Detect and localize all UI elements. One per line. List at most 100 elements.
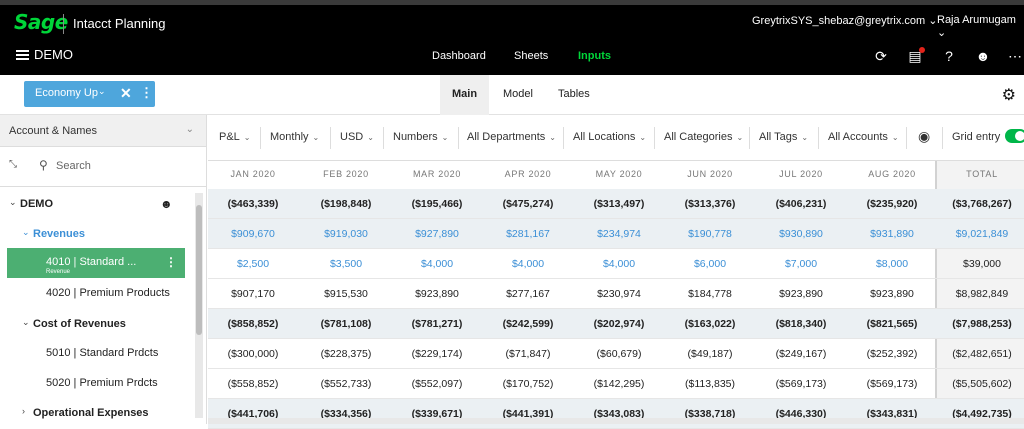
table-cell[interactable]: $4,000 bbox=[420, 258, 454, 270]
table-cell[interactable]: $8,000 bbox=[875, 258, 909, 270]
hamburger-menu-icon[interactable] bbox=[16, 50, 29, 60]
table-cell[interactable]: ($249,167) bbox=[775, 348, 827, 360]
table-cell[interactable]: ($821,565) bbox=[866, 318, 918, 330]
table-cell[interactable]: $4,000 bbox=[602, 258, 636, 270]
tree-item-5010[interactable]: 5010 | Standard Prdcts bbox=[0, 338, 193, 368]
nav-tab-inputs[interactable]: Inputs bbox=[578, 50, 611, 62]
table-cell[interactable]: ($242,599) bbox=[502, 318, 554, 330]
scenario-selector[interactable]: Economy Up ⌄ ✕ ⋮ bbox=[24, 81, 155, 107]
tab-tables[interactable]: Tables bbox=[558, 88, 590, 100]
chevron-right-icon[interactable]: › bbox=[22, 406, 25, 416]
filter-locations[interactable]: All Locations ⌄ bbox=[573, 131, 646, 143]
table-cell[interactable]: ($343,083) bbox=[593, 408, 645, 420]
table-cell[interactable]: ($195,466) bbox=[411, 198, 463, 210]
tree-item-cost-of-revenues[interactable]: ⌄ Cost of Revenues bbox=[0, 309, 193, 339]
table-cell[interactable]: $923,890 bbox=[779, 288, 823, 300]
grid-entry-toggle[interactable] bbox=[1005, 129, 1024, 143]
table-cell[interactable]: $907,170 bbox=[231, 288, 275, 300]
table-cell[interactable]: $7,000 bbox=[784, 258, 818, 270]
table-cell[interactable]: ($406,231) bbox=[775, 198, 827, 210]
table-cell[interactable]: ($338,718) bbox=[684, 408, 736, 420]
filter-report[interactable]: P&L ⌄ bbox=[219, 131, 251, 143]
table-cell[interactable]: ($235,920) bbox=[866, 198, 918, 210]
search-input[interactable]: Search bbox=[56, 160, 91, 172]
gear-icon[interactable]: ⚙ bbox=[1001, 87, 1016, 104]
table-cell[interactable]: ($441,391) bbox=[502, 408, 554, 420]
filter-period[interactable]: Monthly ⌄ bbox=[270, 131, 319, 143]
table-cell[interactable]: $2,500 bbox=[236, 258, 270, 270]
table-cell[interactable]: ($463,339) bbox=[227, 198, 279, 210]
expand-collapse-icon[interactable]: ⤡ bbox=[9, 159, 17, 170]
table-cell[interactable]: ($113,835) bbox=[684, 378, 735, 390]
sage-logo[interactable]: Sage bbox=[14, 10, 68, 34]
table-cell[interactable]: ($228,375) bbox=[320, 348, 372, 360]
filter-accounts[interactable]: All Accounts ⌄ bbox=[828, 131, 899, 143]
table-cell[interactable]: $919,030 bbox=[324, 228, 368, 240]
table-cell[interactable]: ($334,356) bbox=[320, 408, 372, 420]
table-cell[interactable]: $923,890 bbox=[415, 288, 459, 300]
filter-departments[interactable]: All Departments ⌄ bbox=[467, 131, 556, 143]
close-icon[interactable]: ✕ bbox=[120, 85, 132, 101]
help-icon[interactable]: ? bbox=[945, 48, 953, 64]
filter-categories[interactable]: All Categories ⌄ bbox=[664, 131, 743, 143]
tree-item-4020[interactable]: 4020 | Premium Products bbox=[0, 278, 193, 308]
table-cell[interactable]: ($446,330) bbox=[775, 408, 827, 420]
table-cell[interactable]: ($339,671) bbox=[411, 408, 463, 420]
table-cell[interactable]: $230,974 bbox=[597, 288, 641, 300]
table-cell[interactable]: ($558,852) bbox=[227, 378, 279, 390]
eye-icon[interactable]: ◉ bbox=[918, 128, 931, 144]
kebab-menu-icon[interactable]: ⋮ bbox=[165, 255, 177, 269]
table-cell[interactable]: $923,890 bbox=[870, 288, 914, 300]
table-cell[interactable]: $909,670 bbox=[231, 228, 275, 240]
table-cell[interactable]: $4,000 bbox=[511, 258, 545, 270]
tab-model[interactable]: Model bbox=[503, 88, 533, 100]
table-cell[interactable]: $3,500 bbox=[329, 258, 363, 270]
table-cell[interactable]: $915,530 bbox=[324, 288, 368, 300]
user-email-menu[interactable]: GreytrixSYS_shebaz@greytrix.com ⌄ bbox=[752, 15, 938, 27]
table-cell[interactable]: ($60,679) bbox=[596, 348, 642, 360]
nav-tab-sheets[interactable]: Sheets bbox=[514, 50, 549, 62]
table-cell[interactable]: ($49,187) bbox=[687, 348, 733, 360]
more-icon[interactable]: ⋯ bbox=[1008, 48, 1022, 64]
table-cell[interactable]: ($300,000) bbox=[227, 348, 279, 360]
users-icon[interactable]: ☻ bbox=[975, 48, 991, 64]
table-cell[interactable]: ($198,848) bbox=[320, 198, 372, 210]
table-cell[interactable]: ($552,733) bbox=[320, 378, 372, 390]
tree-item-operational-expenses[interactable]: › Operational Expenses bbox=[0, 398, 193, 428]
table-cell[interactable]: ($569,173) bbox=[866, 378, 918, 390]
table-cell[interactable]: ($313,497) bbox=[593, 198, 645, 210]
table-cell[interactable]: ($781,271) bbox=[411, 318, 463, 330]
kebab-menu-icon[interactable]: ⋮ bbox=[140, 85, 153, 100]
table-cell[interactable]: $931,890 bbox=[870, 228, 914, 240]
table-cell[interactable]: $281,167 bbox=[506, 228, 550, 240]
table-cell[interactable]: $6,000 bbox=[693, 258, 727, 270]
table-cell[interactable]: ($142,295) bbox=[593, 378, 645, 390]
table-cell[interactable]: ($569,173) bbox=[775, 378, 827, 390]
tab-main[interactable]: Main bbox=[440, 75, 490, 115]
tree-item-5020[interactable]: 5020 | Premium Prdcts bbox=[0, 368, 193, 398]
horizontal-scrollbar[interactable] bbox=[208, 418, 1024, 424]
table-cell[interactable]: ($163,022) bbox=[684, 318, 736, 330]
tree-item-demo[interactable]: ⌄ DEMO ☻ bbox=[0, 189, 193, 219]
table-cell[interactable]: $234,974 bbox=[597, 228, 641, 240]
table-cell[interactable]: $190,778 bbox=[688, 228, 732, 240]
chevron-down-icon[interactable]: ⌄ bbox=[9, 197, 17, 207]
filter-currency[interactable]: USD ⌄ bbox=[340, 131, 374, 143]
table-cell[interactable]: ($202,974) bbox=[593, 318, 645, 330]
table-cell[interactable]: ($313,376) bbox=[684, 198, 736, 210]
chevron-down-icon[interactable]: ⌄ bbox=[185, 124, 194, 135]
table-cell[interactable]: ($858,852) bbox=[227, 318, 279, 330]
user-name-menu[interactable]: Raja Arumugam ⌄ bbox=[937, 14, 1016, 39]
table-cell[interactable]: ($229,174) bbox=[411, 348, 463, 360]
chevron-down-icon[interactable]: ⌄ bbox=[98, 86, 106, 96]
filter-format[interactable]: Numbers ⌄ bbox=[393, 131, 448, 143]
nav-tab-dashboard[interactable]: Dashboard bbox=[432, 50, 486, 62]
refresh-icon[interactable]: ⟳ bbox=[875, 48, 887, 64]
table-cell[interactable]: ($475,274) bbox=[502, 198, 554, 210]
notifications-icon[interactable]: ▤ bbox=[904, 45, 926, 67]
users-icon[interactable]: ☻ bbox=[160, 197, 173, 211]
sidebar-header[interactable]: Account & Names ⌄ bbox=[0, 115, 206, 147]
table-cell[interactable]: ($441,706) bbox=[227, 408, 279, 420]
table-cell[interactable]: ($552,097) bbox=[411, 378, 463, 390]
table-cell[interactable]: $184,778 bbox=[688, 288, 732, 300]
